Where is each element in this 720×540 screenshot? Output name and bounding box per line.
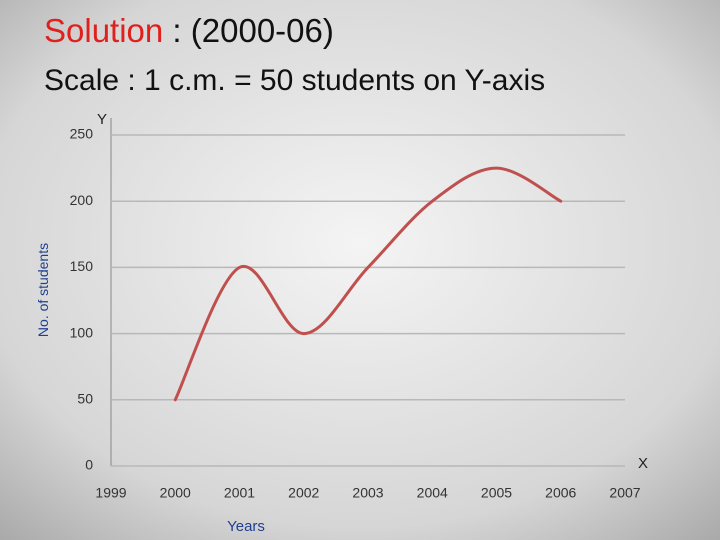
x-axis-letter: X (638, 455, 648, 472)
x-tick-label: 1999 (95, 485, 126, 501)
y-tick-label: 50 (77, 391, 93, 407)
y-tick-label: 100 (70, 324, 94, 340)
x-tick-label: 2005 (481, 485, 512, 501)
y-tick-label: 0 (85, 457, 93, 473)
subtitle: Scale : 1 c.m. = 50 students on Y-axis (44, 64, 545, 97)
y-tick-label: 250 (70, 126, 94, 142)
x-tick-label: 2004 (417, 485, 448, 501)
y-tick-label: 150 (70, 258, 94, 274)
x-tick-label: 2003 (352, 485, 383, 501)
y-axis-label: No. of students (35, 243, 51, 337)
x-tick-label: 2001 (224, 485, 255, 501)
chart-title: Solution : (2000-06) (44, 12, 334, 49)
y-axis-letter: Y (97, 111, 107, 128)
x-axis-label: Years (227, 518, 265, 535)
data-line (173, 166, 563, 402)
y-tick-label: 200 (70, 192, 94, 208)
x-tick-label: 2000 (160, 485, 191, 501)
title-rest: : (2000-06) (163, 12, 334, 49)
x-tick-label: 2007 (609, 485, 640, 501)
x-tick-label: 2006 (545, 485, 576, 501)
x-tick-label: 2002 (288, 485, 319, 501)
title-highlight: Solution (44, 12, 163, 49)
